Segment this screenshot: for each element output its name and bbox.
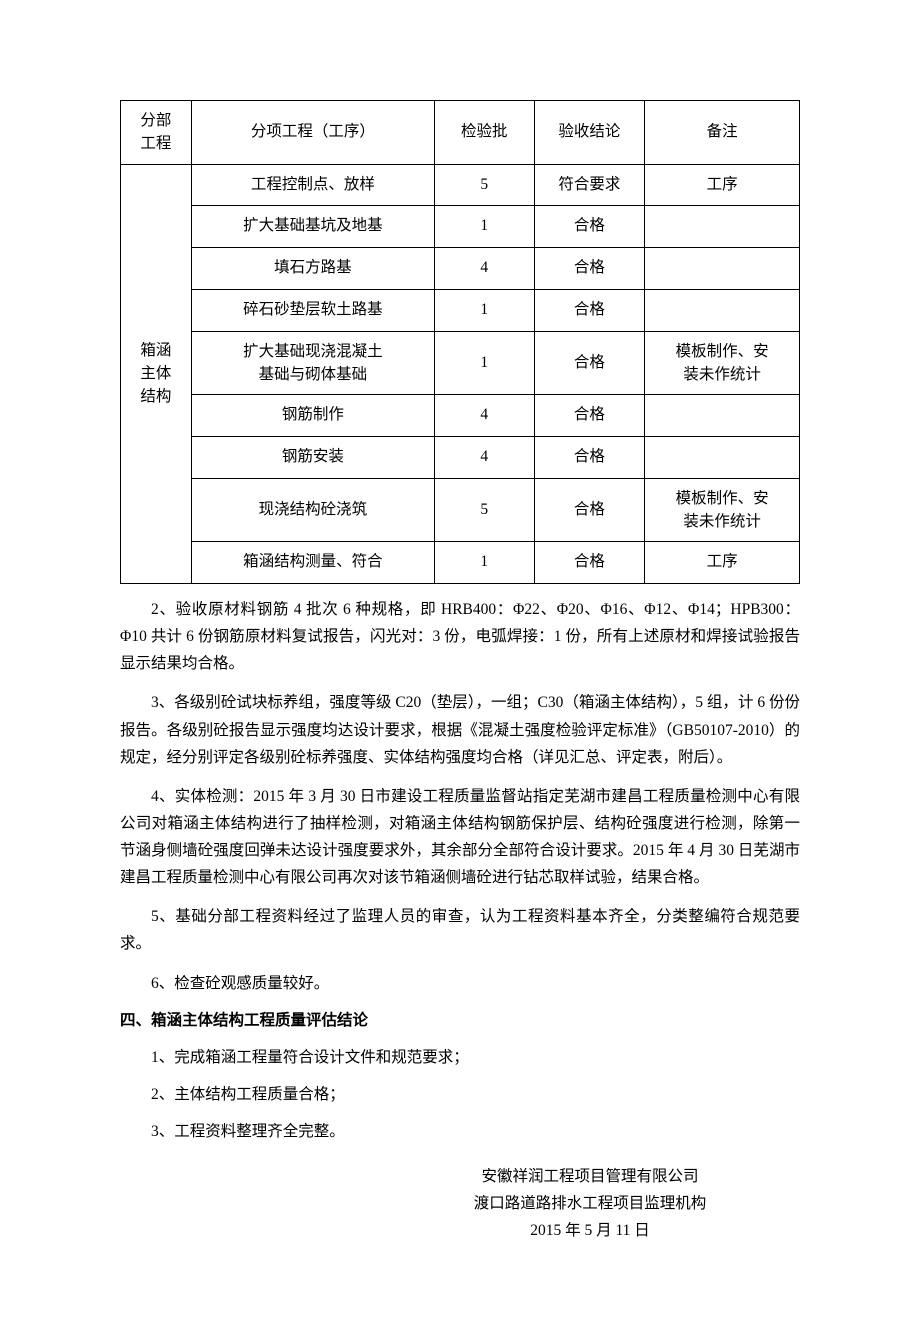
cell-batch: 5: [435, 164, 535, 206]
paragraph-5: 5、基础分部工程资料经过了监理人员的审查，认为工程资料基本齐全，分类整编符合规范…: [120, 903, 800, 957]
header-conclusion: 验收结论: [534, 101, 645, 165]
cell-batch: 4: [435, 248, 535, 290]
cell-conclusion: 合格: [534, 289, 645, 331]
cell-conclusion: 合格: [534, 248, 645, 290]
cell-batch: 4: [435, 436, 535, 478]
header-subproject: 分项工程（工序）: [191, 101, 434, 165]
cell-subproject: 扩大基础基坑及地基: [191, 206, 434, 248]
cell-subproject: 碎石砂垫层软土路基: [191, 289, 434, 331]
cell-subproject: 扩大基础现浇混凝土基础与砌体基础: [191, 331, 434, 395]
cell-subproject: 填石方路基: [191, 248, 434, 290]
inspection-table: 分部工程 分项工程（工序） 检验批 验收结论 备注 箱涵主体结构 工程控制点、放…: [120, 100, 800, 584]
cell-batch: 4: [435, 395, 535, 437]
conclusion-3: 3、工程资料整理齐全完整。: [120, 1118, 800, 1145]
header-remark: 备注: [645, 101, 800, 165]
table-row: 填石方路基 4 合格: [121, 248, 800, 290]
cell-conclusion: 合格: [534, 206, 645, 248]
signature-company: 安徽祥润工程项目管理有限公司: [380, 1163, 800, 1190]
cell-conclusion: 符合要求: [534, 164, 645, 206]
cell-subproject: 工程控制点、放样: [191, 164, 434, 206]
cell-remark: [645, 289, 800, 331]
paragraph-2: 2、验收原材料钢筋 4 批次 6 种规格，即 HRB400：Φ22、Φ20、Φ1…: [120, 596, 800, 677]
cell-batch: 1: [435, 289, 535, 331]
paragraph-6: 6、检查砼观感质量较好。: [120, 970, 800, 997]
table-row: 箱涵主体结构 工程控制点、放样 5 符合要求 工序: [121, 164, 800, 206]
cell-remark: 模板制作、安装未作统计: [645, 478, 800, 542]
signature-date: 2015 年 5 月 11 日: [380, 1217, 800, 1244]
cell-conclusion: 合格: [534, 395, 645, 437]
table-row: 扩大基础基坑及地基 1 合格: [121, 206, 800, 248]
rowspan-label: 箱涵主体结构: [121, 164, 192, 584]
cell-batch: 1: [435, 542, 535, 584]
cell-remark: 工序: [645, 542, 800, 584]
header-division: 分部工程: [121, 101, 192, 165]
signature-block: 安徽祥润工程项目管理有限公司 渡口路道路排水工程项目监理机构 2015 年 5 …: [120, 1163, 800, 1244]
cell-remark: [645, 395, 800, 437]
cell-remark: 工序: [645, 164, 800, 206]
table-header-row: 分部工程 分项工程（工序） 检验批 验收结论 备注: [121, 101, 800, 165]
signature-org: 渡口路道路排水工程项目监理机构: [380, 1190, 800, 1217]
cell-conclusion: 合格: [534, 331, 645, 395]
cell-remark: [645, 248, 800, 290]
header-batch: 检验批: [435, 101, 535, 165]
table-row: 钢筋制作 4 合格: [121, 395, 800, 437]
table-row: 碎石砂垫层软土路基 1 合格: [121, 289, 800, 331]
table-row: 现浇结构砼浇筑 5 合格 模板制作、安装未作统计: [121, 478, 800, 542]
cell-subproject: 现浇结构砼浇筑: [191, 478, 434, 542]
cell-remark: [645, 436, 800, 478]
cell-subproject: 钢筋安装: [191, 436, 434, 478]
conclusion-2: 2、主体结构工程质量合格；: [120, 1081, 800, 1108]
cell-conclusion: 合格: [534, 478, 645, 542]
cell-subproject: 钢筋制作: [191, 395, 434, 437]
cell-remark: 模板制作、安装未作统计: [645, 331, 800, 395]
table-row: 钢筋安装 4 合格: [121, 436, 800, 478]
paragraph-4: 4、实体检测：2015 年 3 月 30 日市建设工程质量监督站指定芜湖市建昌工…: [120, 783, 800, 892]
table-row: 箱涵结构测量、符合 1 合格 工序: [121, 542, 800, 584]
cell-conclusion: 合格: [534, 436, 645, 478]
cell-subproject: 箱涵结构测量、符合: [191, 542, 434, 584]
paragraph-3: 3、各级别砼试块标养组，强度等级 C20（垫层），一组；C30（箱涵主体结构），…: [120, 689, 800, 770]
section-4-header: 四、箱涵主体结构工程质量评估结论: [120, 1009, 800, 1034]
cell-batch: 1: [435, 331, 535, 395]
conclusion-1: 1、完成箱涵工程量符合设计文件和规范要求；: [120, 1044, 800, 1071]
cell-remark: [645, 206, 800, 248]
cell-batch: 5: [435, 478, 535, 542]
table-row: 扩大基础现浇混凝土基础与砌体基础 1 合格 模板制作、安装未作统计: [121, 331, 800, 395]
cell-batch: 1: [435, 206, 535, 248]
cell-conclusion: 合格: [534, 542, 645, 584]
